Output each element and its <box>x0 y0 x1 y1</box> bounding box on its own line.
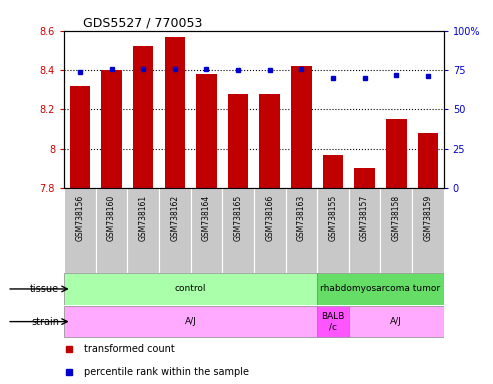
Text: GSM738160: GSM738160 <box>107 195 116 241</box>
Bar <box>291 66 312 188</box>
Bar <box>133 46 153 188</box>
Bar <box>127 188 159 273</box>
Bar <box>228 94 248 188</box>
Bar <box>165 36 185 188</box>
Bar <box>191 188 222 273</box>
Text: GSM738159: GSM738159 <box>423 195 432 241</box>
Bar <box>349 306 444 337</box>
Text: GDS5527 / 770053: GDS5527 / 770053 <box>83 17 203 30</box>
Bar <box>412 188 444 273</box>
Bar <box>196 74 217 188</box>
Text: control: control <box>175 285 207 293</box>
Text: GSM738155: GSM738155 <box>328 195 338 241</box>
Bar <box>317 188 349 273</box>
Text: GSM738161: GSM738161 <box>139 195 148 241</box>
Text: rhabdomyosarcoma tumor: rhabdomyosarcoma tumor <box>320 285 440 293</box>
Bar <box>285 188 317 273</box>
Text: GSM738166: GSM738166 <box>265 195 274 241</box>
Bar <box>222 188 254 273</box>
Bar <box>323 155 343 188</box>
Text: GSM738162: GSM738162 <box>170 195 179 241</box>
Bar <box>259 94 280 188</box>
Text: tissue: tissue <box>30 284 59 294</box>
Bar <box>254 188 285 273</box>
Bar <box>349 188 381 273</box>
Text: strain: strain <box>31 316 59 327</box>
Bar <box>101 70 122 188</box>
Text: GSM738165: GSM738165 <box>234 195 243 241</box>
Text: A/J: A/J <box>390 317 402 326</box>
Text: GSM738164: GSM738164 <box>202 195 211 241</box>
Text: transformed count: transformed count <box>84 344 175 354</box>
Bar <box>386 119 407 188</box>
Bar <box>381 188 412 273</box>
Bar <box>64 306 317 337</box>
Bar <box>418 133 438 188</box>
Bar <box>354 169 375 188</box>
Text: BALB
/c: BALB /c <box>321 312 345 331</box>
Text: GSM738158: GSM738158 <box>392 195 401 241</box>
Bar <box>96 188 127 273</box>
Bar <box>317 306 349 337</box>
Text: A/J: A/J <box>185 317 197 326</box>
Bar <box>70 86 90 188</box>
Text: GSM738163: GSM738163 <box>297 195 306 241</box>
Bar <box>159 188 191 273</box>
Bar <box>317 273 444 305</box>
Text: GSM738157: GSM738157 <box>360 195 369 241</box>
Text: percentile rank within the sample: percentile rank within the sample <box>84 367 249 377</box>
Text: GSM738156: GSM738156 <box>75 195 84 241</box>
Bar <box>64 188 96 273</box>
Bar <box>64 273 317 305</box>
